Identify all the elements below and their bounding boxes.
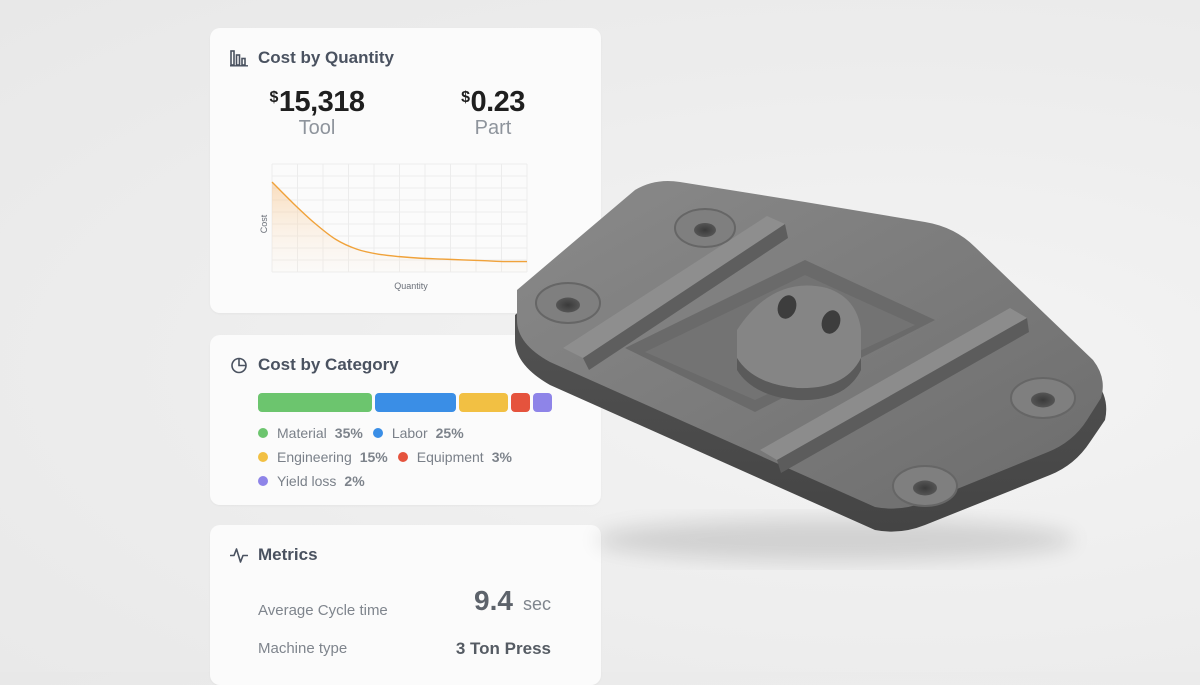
mounting-holes [535, 208, 1076, 507]
cost-by-category-title: Cost by Category [258, 355, 399, 374]
cycle-time-unit: sec [522, 594, 551, 614]
bar-segment-material [258, 393, 372, 412]
tool-cost-label: Tool [298, 117, 336, 139]
legend-item-engineering: Engineering 15% [258, 449, 388, 465]
activity-pulse-icon [230, 548, 248, 563]
category-stacked-bar [258, 393, 552, 412]
cost-by-category-header: Cost by Category [230, 355, 399, 375]
legend-dot-engineering [258, 452, 268, 462]
bar-segment-equipment [510, 393, 530, 412]
machine-type-value: 3 Ton Press [455, 639, 551, 658]
cost-by-quantity-header: Cost by Quantity [230, 48, 394, 68]
legend-row: Material 35% Labor 25% [258, 421, 522, 445]
part-cost-label: Part [474, 117, 512, 139]
legend-pct-engineering: 15% [359, 449, 388, 465]
legend-row: Engineering 15% Equipment 3% [258, 445, 522, 469]
legend-pct-yield-loss: 2% [344, 473, 365, 489]
part-cost-value-wrap: $0.23 [418, 86, 568, 119]
legend-item-labor: Labor 25% [372, 425, 464, 441]
pie-chart-icon [231, 357, 247, 374]
part-cost: $0.23 Part [418, 86, 568, 140]
chart-x-axis-label: Quantity [394, 281, 428, 291]
cost-by-quantity-title: Cost by Quantity [258, 48, 395, 67]
chart-area [272, 182, 527, 272]
tool-cost-value: 15,318 [278, 86, 365, 118]
legend-dot-labor [372, 428, 383, 438]
legend-label-labor: Labor [391, 425, 428, 441]
bar-segment-labor [374, 393, 457, 412]
legend-label-material: Material [277, 425, 327, 441]
cycle-time-value: 9.4 sec [474, 585, 551, 617]
part-cost-currency: $ [461, 89, 470, 106]
legend-label-engineering: Engineering [277, 449, 352, 465]
bar-segment-engineering [459, 393, 508, 412]
machine-type-label: Machine type [258, 640, 348, 657]
legend-dot-yield-loss [258, 476, 268, 486]
legend-item-yield-loss: Yield loss 2% [258, 473, 365, 489]
legend-pct-material: 35% [334, 425, 363, 441]
cycle-time-number: 9.4 [474, 585, 513, 616]
legend-pct-labor: 25% [435, 425, 464, 441]
category-legend: Material 35% Labor 25% Engineering 15% E… [258, 421, 522, 493]
tool-cost: $15,318 Tool [242, 86, 392, 140]
tool-cost-currency: $ [269, 89, 278, 106]
legend-pct-equipment: 3% [491, 449, 512, 465]
cycle-time-label: Average Cycle time [258, 602, 388, 619]
legend-dot-equipment [397, 452, 408, 462]
legend-item-material: Material 35% [258, 425, 363, 441]
legend-label-yield-loss: Yield loss [277, 473, 337, 489]
metrics-card: Metrics Average Cycle time 9.4 sec Machin… [210, 525, 601, 685]
legend-label-equipment: Equipment [416, 449, 484, 465]
cost-quantity-chart: Cost Quantity [260, 163, 528, 291]
bar-segment-yield-loss [532, 393, 552, 412]
part-cost-value: 0.23 [470, 86, 525, 118]
legend-row: Yield loss 2% [258, 469, 522, 493]
legend-item-equipment: Equipment 3% [397, 449, 512, 465]
metrics-title: Metrics [258, 545, 318, 564]
bar-chart-icon [230, 50, 248, 67]
tool-cost-value-wrap: $15,318 [242, 86, 392, 119]
molded-part-3d-icon [515, 181, 1107, 562]
chart-y-axis-label: Cost [260, 214, 269, 233]
chart-series-line [271, 181, 528, 263]
metrics-header: Metrics [230, 545, 318, 565]
cost-by-quantity-card: Cost by Quantity $15,318 Tool $0.23 Part… [210, 28, 601, 313]
legend-dot-material [258, 428, 268, 438]
